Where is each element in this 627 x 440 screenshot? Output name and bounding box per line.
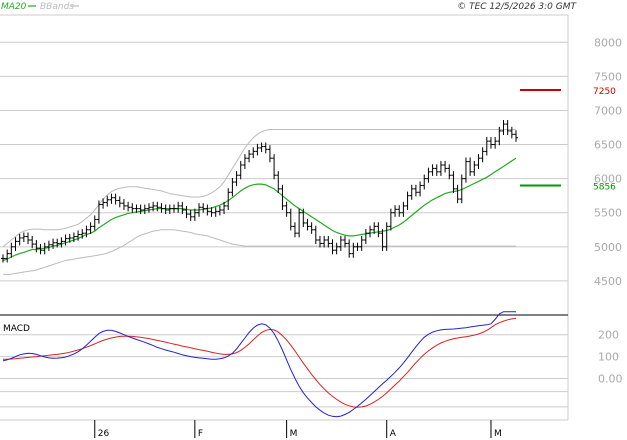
macd-signal-line bbox=[3, 317, 517, 408]
ma-legend-label: MA20 bbox=[1, 2, 27, 12]
macd-lines bbox=[2, 311, 517, 418]
price-tick-label: 8000 bbox=[594, 36, 622, 49]
grid bbox=[0, 41, 568, 282]
macd-tick-label: 0.00 bbox=[598, 372, 623, 385]
price-tick-label: 7500 bbox=[594, 70, 622, 83]
month-label: F bbox=[198, 429, 203, 439]
macd-tick-label: 200 bbox=[598, 329, 619, 342]
macd-line bbox=[2, 311, 516, 418]
macd-tick-label: 100 bbox=[598, 351, 619, 364]
bband-lower-line bbox=[2, 229, 516, 276]
month-label: M bbox=[494, 429, 502, 439]
macd-axis: 200 100 0.00 bbox=[598, 329, 623, 386]
price-axis: 8000 7500 7000 6500 6000 5500 5000 4500 bbox=[594, 36, 622, 288]
bband-upper-line bbox=[2, 129, 516, 248]
price-panel-frame bbox=[0, 0, 568, 315]
price-tick-label: 5000 bbox=[594, 241, 622, 254]
bollinger-bands bbox=[2, 129, 516, 276]
macd-title: MACD bbox=[3, 324, 30, 334]
month-label: M bbox=[290, 429, 298, 439]
level-label: 7250 bbox=[593, 87, 616, 97]
macd-grid bbox=[0, 334, 568, 408]
price-tick-label: 6000 bbox=[594, 173, 622, 186]
ma20-line bbox=[2, 157, 517, 262]
moving-average bbox=[2, 157, 517, 262]
level-label: 5856 bbox=[593, 182, 616, 192]
bbands-legend-label: BBands bbox=[40, 2, 74, 12]
month-label: 26 bbox=[98, 429, 110, 439]
month-label: A bbox=[390, 429, 397, 439]
price-tick-label: 6500 bbox=[594, 139, 622, 152]
time-axis: 26 F M A M bbox=[94, 420, 502, 439]
ohlc-bars bbox=[1, 120, 518, 263]
price-tick-label: 5500 bbox=[594, 207, 622, 220]
price-tick-label: 4500 bbox=[594, 275, 622, 288]
price-tick-label: 7000 bbox=[594, 104, 622, 117]
level-markers: 7250 5856 bbox=[520, 87, 616, 192]
copyright-label: © TEC 12/5/2026 3:0 GMT bbox=[457, 2, 577, 12]
